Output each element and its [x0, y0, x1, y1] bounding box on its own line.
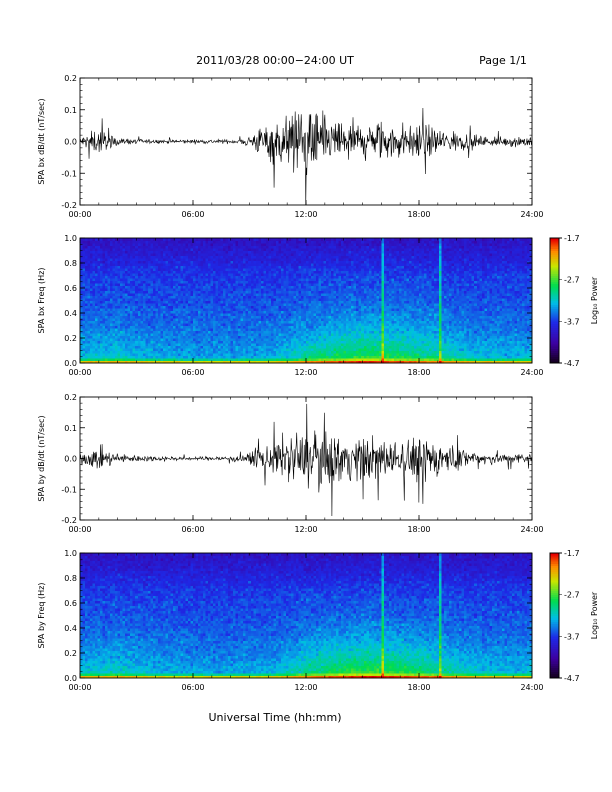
colorbar-tick-label: -3.7 — [564, 632, 580, 641]
x-tick-label: 12:00 — [294, 525, 317, 534]
x-tick-label: 00:00 — [68, 210, 91, 219]
y-tick-label: -0.1 — [61, 485, 77, 494]
y-tick-label: 0.0 — [64, 455, 77, 464]
y-axis-label: SPA by dB/dt (nT/sec) — [37, 415, 46, 501]
y-tick-label: 0.2 — [64, 393, 77, 402]
colorbar-tick-label: -2.7 — [564, 276, 580, 285]
y-tick-label: 0.1 — [64, 106, 77, 115]
spectrogram-panel-3: -1.7 -2.7 -3.7 -4.7 Log₁₀ Power 1.0 0.8 0.6 0.4 0… — [37, 549, 599, 692]
y-axis-label: SPA by Freq (Hz) — [37, 583, 46, 649]
y-tick-label: 0.2 — [64, 334, 77, 343]
x-tick-label: 18:00 — [407, 368, 430, 377]
y-tick-label: 0.4 — [64, 309, 77, 318]
colorbar-tick-label: -4.7 — [564, 359, 580, 368]
x-tick-label: 24:00 — [520, 210, 543, 219]
y-tick-label: -0.2 — [61, 516, 77, 525]
x-tick-label: 12:00 — [294, 683, 317, 692]
colorbar-tick-label: -1.7 — [564, 234, 580, 243]
colorbar-tick-label: -4.7 — [564, 674, 580, 683]
waveform-panel-0: 0.2 0.1 0.0 -0.1 -0.200:00 06:00 12:00 18:00 24:… — [37, 74, 544, 219]
y-tick-label: -0.2 — [61, 201, 77, 210]
colorbar: -1.7 -2.7 -3.7 -4.7 Log₁₀ Power — [550, 234, 599, 368]
y-tick-label: 0.1 — [64, 424, 77, 433]
y-tick-label: 0.4 — [64, 624, 77, 633]
figure-title: 2011/03/28 00:00−24:00 UT — [196, 54, 354, 67]
y-tick-label: 0.8 — [64, 259, 77, 268]
colorbar: -1.7 -2.7 -3.7 -4.7 Log₁₀ Power — [550, 549, 599, 683]
time-axis-label: Universal Time (hh:mm) — [209, 711, 342, 724]
x-tick-label: 24:00 — [520, 683, 543, 692]
colorbar-label: Log₁₀ Power — [590, 591, 599, 639]
colorbar-tick-label: -2.7 — [564, 591, 580, 600]
y-axis-label: SPA bx dB/dt (nT/sec) — [37, 98, 46, 184]
y-tick-label: 0.6 — [64, 284, 77, 293]
spectrogram-cells — [80, 238, 532, 363]
y-tick-label: 1.0 — [64, 234, 77, 243]
waveform-panel-2: 0.2 0.1 0.0 -0.1 -0.200:00 06:00 12:00 18:00 24:… — [37, 393, 544, 534]
waveform-trace — [80, 404, 532, 516]
colorbar-tick-label: -3.7 — [564, 317, 580, 326]
x-tick-label: 12:00 — [294, 210, 317, 219]
y-tick-label: 0.2 — [64, 649, 77, 658]
x-tick-label: 24:00 — [520, 368, 543, 377]
x-tick-label: 00:00 — [68, 525, 91, 534]
x-tick-label: 00:00 — [68, 683, 91, 692]
waveform-trace — [80, 108, 532, 205]
colorbar-tick-label: -1.7 — [564, 549, 580, 558]
x-tick-label: 24:00 — [520, 525, 543, 534]
x-tick-label: 18:00 — [407, 525, 430, 534]
spectrogram-cells — [80, 553, 532, 678]
x-tick-label: 18:00 — [407, 210, 430, 219]
y-tick-label: 1.0 — [64, 549, 77, 558]
y-tick-label: 0.8 — [64, 574, 77, 583]
x-tick-label: 06:00 — [181, 368, 204, 377]
spectrogram-panel-1: -1.7 -2.7 -3.7 -4.7 Log₁₀ Power 1.0 0.8 0.6 0.4 0… — [37, 234, 599, 377]
y-tick-label: 0.0 — [64, 138, 77, 147]
y-axis-label: SPA bx Freq (Hz) — [37, 268, 46, 334]
y-tick-label: -0.1 — [61, 169, 77, 178]
y-tick-label: 0.0 — [64, 674, 77, 683]
x-tick-label: 12:00 — [294, 368, 317, 377]
x-tick-label: 18:00 — [407, 683, 430, 692]
page-indicator: Page 1/1 — [479, 54, 527, 67]
colorbar-label: Log₁₀ Power — [590, 276, 599, 324]
figure: 2011/03/28 00:00−24:00 UT Page 1/1 0.20.… — [0, 0, 612, 792]
x-tick-label: 06:00 — [181, 210, 204, 219]
x-tick-label: 06:00 — [181, 683, 204, 692]
panels: 0.20.10.0-0.1-0.200:00 06:00 12:00 18:00 24:… — [37, 74, 599, 692]
x-tick-label: 06:00 — [181, 525, 204, 534]
y-tick-label: 0.2 — [64, 74, 77, 83]
x-tick-label: 00:00 — [68, 368, 91, 377]
y-tick-label: 0.0 — [64, 359, 77, 368]
y-tick-label: 0.6 — [64, 599, 77, 608]
